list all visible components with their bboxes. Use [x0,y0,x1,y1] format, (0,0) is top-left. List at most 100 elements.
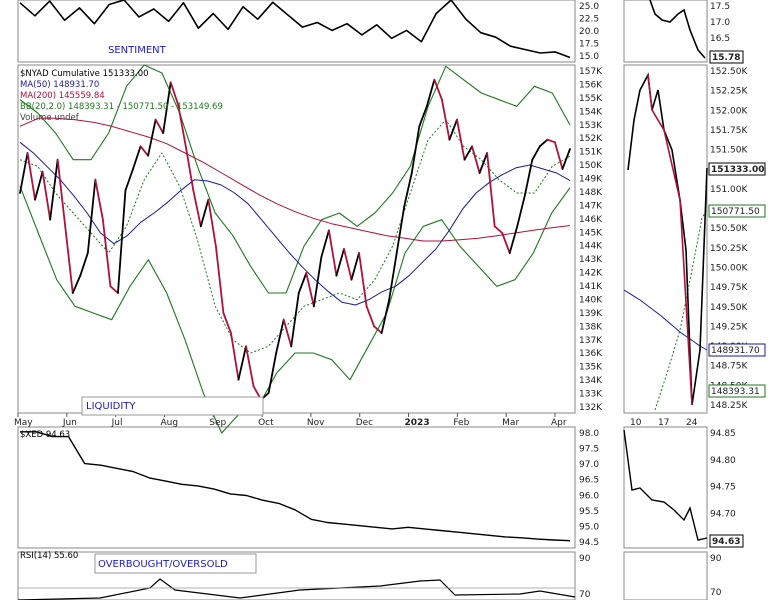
side-frame-main [623,64,708,414]
panel-frame-sent [17,0,576,63]
sentiment-side-tick: 16.5 [710,34,730,44]
nyad-segment [501,232,511,254]
x-tick-label: Aug [160,418,178,428]
nyad-segment [410,125,421,174]
nyad-segment [554,141,564,170]
nyad-segment [538,138,549,148]
nyad-segment [79,252,89,277]
xed-side-tick: 94.85 [710,429,736,439]
xed-y-tick: 96.5 [579,476,599,486]
nyad-segment [267,352,278,394]
nyad-segment [561,148,571,170]
ma50-value: 148931.70 [711,346,760,356]
nyad-segment [312,256,323,308]
bb-mid-line [19,119,571,354]
rsi-line [17,578,576,600]
panel-frame-xed [17,426,576,549]
x-tick-label: Jun [62,418,77,428]
nyad-segment [222,312,232,334]
nyad-segment [94,178,104,221]
main-y-tick: 155K [579,94,603,104]
bb-low-value: 148393.31 [711,387,760,397]
side-frame-xed [623,426,708,549]
side-xed-line [623,429,708,541]
side-x-tick-label: 24 [686,418,698,428]
tick-labels: 25.022.520.017.515.017.517.016.516.0157K… [14,2,748,600]
main-y-tick: 142K [579,269,603,279]
rsi-y-tick: 90 [579,554,591,564]
nyad-segment [169,81,180,106]
nyad-segment [139,145,149,157]
x-tick-label: May [14,418,33,428]
x-tick-label: Mar [502,418,519,428]
xed-side-tick: 94.80 [710,456,736,466]
nyad-segment [373,325,383,334]
xed-legend: $XED 94.63 [20,430,70,440]
x-tick-label: Nov [307,418,325,428]
sentiment-line [19,0,571,59]
nyad-segment [19,152,29,194]
nyad-segment [117,189,127,294]
liquidity-box [81,396,264,416]
side-bb-mid-line [654,209,708,411]
legend-bb: BB(20,2.0) 148393.31 - 150771.50 - 15314… [20,102,223,112]
rsi-label-box [94,553,257,574]
xed-side-tick: 94.75 [710,483,736,493]
main-side-tick: 149.50K [710,303,748,313]
main-y-tick: 144K [579,242,603,252]
nyad-segment [177,104,187,148]
nyad-segment [49,158,59,221]
main-y-tick: 132K [579,403,603,413]
sentiment-y-tick: 25.0 [579,2,599,12]
xed-side-tick: 94.70 [710,509,736,519]
sentiment-last-value: 15.78 [712,53,740,63]
main-y-tick: 133K [579,390,603,400]
nyad-segment [207,198,217,248]
nyad-segment [101,218,112,288]
legend-ma50: MA(50) 148931.70 [20,80,99,90]
nyad-segment [64,225,74,294]
main-side-tick: 150.25K [710,244,748,254]
nyad-segment [335,248,345,277]
nyad-segment [456,118,466,161]
nyad-segment [395,205,406,254]
xed-y-tick: 97.0 [579,460,599,470]
main-side-tick: 150.50K [710,224,748,234]
nyad-segment [531,145,541,161]
series-lines [17,0,708,600]
main-y-tick: 148K [579,188,603,198]
sentiment-label: SENTIMENT [108,45,167,56]
nyad-segment [546,138,556,144]
main-y-tick: 145K [579,228,603,238]
nyad-segment [71,274,82,294]
xed-y-tick: 95.0 [579,522,599,532]
nyad-segment [184,145,195,192]
nyad-segment [162,81,172,134]
side-nyad-line [627,72,708,406]
nyad-segment [418,105,428,128]
sentiment-y-tick: 20.0 [579,27,599,37]
main-y-tick: 153K [579,121,603,131]
main-y-tick: 135K [579,363,603,373]
main-side-tick: 148.75K [710,362,748,372]
xed-last-value: 94.63 [712,537,740,547]
main-y-tick: 157K [579,67,603,77]
nyad-segment [523,158,534,197]
bb-mid-value: 150771.50 [711,207,760,217]
main-side-tick: 151.00K [710,185,748,195]
legend-title: $NYAD Cumulative 151333.00 [20,69,149,79]
main-side-tick: 150.00K [710,263,748,273]
xed-y-tick: 94.5 [579,538,599,548]
main-side-tick: 152.25K [710,87,748,97]
nyad-segment [297,272,308,294]
main-y-tick: 151K [579,148,603,158]
nyad-segment [433,78,443,101]
x-tick-label: Sep [209,418,226,428]
legend-volume: Volume undef [20,113,80,123]
nyad-segment [516,194,526,228]
xed-y-tick: 96.0 [579,491,599,501]
nyad-segment [328,229,338,277]
liquidity-label: LIQUIDITY [86,401,136,412]
nyad-segment [132,145,142,170]
nyad-segment [245,345,255,388]
